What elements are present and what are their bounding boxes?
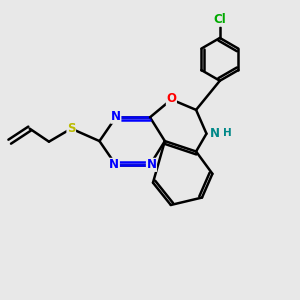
Text: O: O (167, 92, 176, 105)
Text: N: N (109, 158, 119, 171)
Text: Cl: Cl (214, 13, 226, 26)
Text: N: N (146, 158, 157, 171)
Text: N: N (210, 127, 220, 140)
Text: H: H (223, 128, 232, 138)
Text: S: S (67, 122, 76, 135)
Text: N: N (111, 110, 121, 123)
